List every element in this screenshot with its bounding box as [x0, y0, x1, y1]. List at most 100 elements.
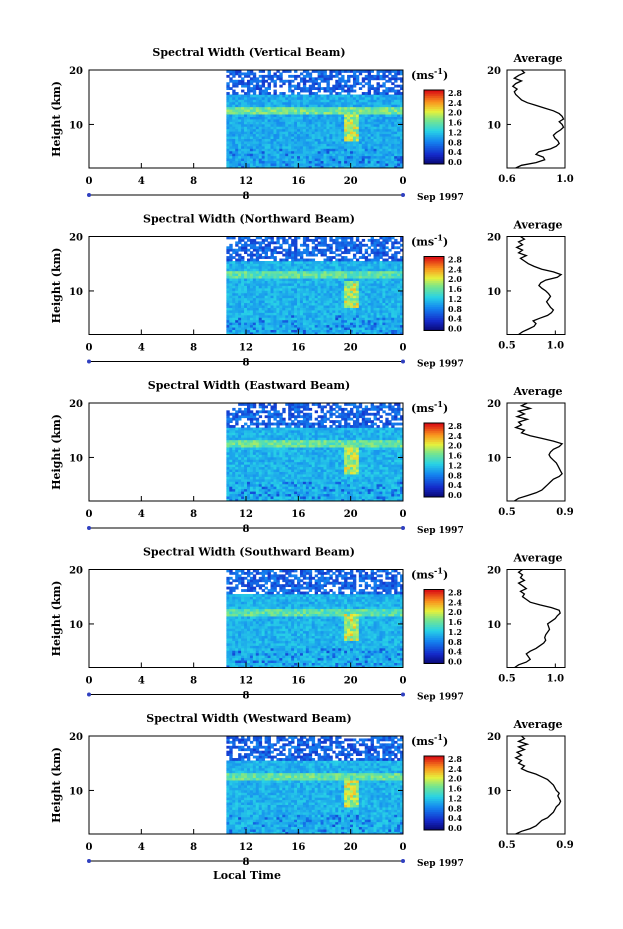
heatmap-cell — [255, 488, 260, 492]
heatmap-cell — [252, 300, 257, 304]
colorbar-tick-label: 1.6 — [448, 118, 462, 128]
heatmap-cell — [320, 143, 324, 147]
heatmap-cell — [358, 155, 363, 159]
heatmap-cell — [370, 270, 374, 274]
heatmap-cell — [361, 332, 366, 335]
heatmap-cell — [258, 275, 263, 279]
heatmap-cell — [317, 317, 321, 321]
heatmap-cell — [246, 72, 251, 76]
heatmap-cell — [232, 89, 236, 93]
heatmap-cell — [294, 273, 298, 277]
heatmap-cell — [388, 119, 392, 122]
heatmap-cell — [261, 101, 266, 105]
heatmap-cell — [326, 148, 330, 152]
heatmap-cell — [379, 141, 383, 144]
heatmap-cell — [317, 94, 321, 98]
heatmap-cell — [326, 126, 330, 130]
heatmap-cell — [291, 79, 295, 83]
heatmap-cell — [311, 111, 316, 115]
heatmap-cell — [244, 312, 248, 316]
heatmap-cell — [255, 329, 260, 333]
heatmap-cell — [352, 300, 357, 304]
heatmap-cell — [314, 70, 319, 73]
heatmap-cell — [370, 248, 374, 252]
heatmap-cell — [394, 94, 398, 98]
heatmap-cell — [326, 87, 330, 90]
heatmap-cell — [400, 104, 404, 108]
heatmap-cell — [238, 307, 242, 311]
heatmap-cell — [388, 72, 392, 76]
heatmap-cell — [385, 270, 389, 274]
heatmap-cell — [288, 160, 292, 164]
heatmap-cell — [294, 322, 298, 326]
heatmap-cell — [391, 319, 395, 323]
heatmap-cell — [400, 128, 404, 132]
heatmap-cell — [400, 285, 404, 289]
heatmap-cell — [267, 322, 271, 326]
heatmap-cell — [364, 329, 369, 333]
x-tick-label: 0 — [86, 176, 93, 187]
heatmap-cell — [258, 128, 263, 132]
heatmap-cell — [297, 143, 301, 147]
heatmap-cell — [373, 275, 377, 279]
heatmap-cell — [229, 104, 233, 108]
heatmap-cell — [361, 109, 366, 113]
heatmap-cell — [264, 114, 268, 117]
heatmap-cell — [229, 160, 233, 164]
y-axis-label: Height (km) — [50, 81, 63, 157]
heatmap-cell — [329, 287, 333, 291]
heatmap-cell — [391, 307, 395, 311]
heatmap-cell — [355, 116, 360, 120]
heatmap-cell — [244, 261, 248, 264]
heatmap-cell — [373, 332, 377, 335]
heatmap-cell — [270, 158, 274, 162]
heatmap-cell — [391, 131, 395, 135]
heatmap-cell — [232, 251, 236, 255]
heatmap-cell — [273, 114, 277, 117]
heatmap-cell — [397, 145, 401, 149]
heatmap-cell — [238, 236, 242, 240]
heatmap-cell — [235, 258, 239, 262]
heatmap-cell — [249, 111, 254, 115]
heatmap-cell — [358, 101, 363, 105]
heatmap-cell — [400, 99, 404, 103]
heatmap-cell — [279, 145, 283, 149]
heatmap-cell — [376, 138, 380, 142]
heatmap-cell — [317, 155, 321, 159]
heatmap-cell — [285, 253, 289, 257]
heatmap-cell — [317, 307, 321, 311]
heatmap-cell — [361, 297, 366, 301]
heatmap-cell — [329, 145, 333, 149]
heatmap-cell — [241, 79, 245, 83]
heatmap-cell — [232, 261, 236, 264]
heatmap-cell — [226, 427, 230, 431]
heatmap-cell — [329, 285, 333, 289]
heatmap-cell — [264, 74, 268, 78]
heatmap-cell — [255, 317, 260, 321]
heatmap-cell — [252, 119, 257, 122]
heatmap-cell — [373, 256, 377, 259]
heatmap-cell — [329, 273, 333, 277]
heatmap-cell — [238, 332, 242, 335]
heatmap-cell — [335, 329, 339, 333]
heatmap-cell — [273, 116, 277, 120]
heatmap-cell — [352, 163, 357, 166]
heatmap-cell — [246, 447, 251, 450]
heatmap-cell — [308, 128, 313, 132]
heatmap-cell — [232, 478, 236, 482]
heatmap-cell — [276, 268, 280, 272]
heatmap-cell — [338, 332, 342, 335]
heatmap-cell — [355, 79, 360, 83]
heatmap-cell — [229, 268, 233, 272]
heatmap-cell — [244, 324, 248, 328]
heatmap-cell — [358, 297, 363, 301]
heatmap-cell — [352, 72, 357, 76]
heatmap-cell — [373, 150, 377, 154]
heatmap-cell — [276, 236, 280, 240]
heatmap-cell — [238, 96, 242, 100]
heatmap-cell — [241, 307, 245, 311]
heatmap-cell — [341, 74, 345, 78]
heatmap-cell — [367, 300, 372, 304]
heatmap-cell — [391, 126, 395, 130]
heatmap-cell — [276, 131, 280, 135]
